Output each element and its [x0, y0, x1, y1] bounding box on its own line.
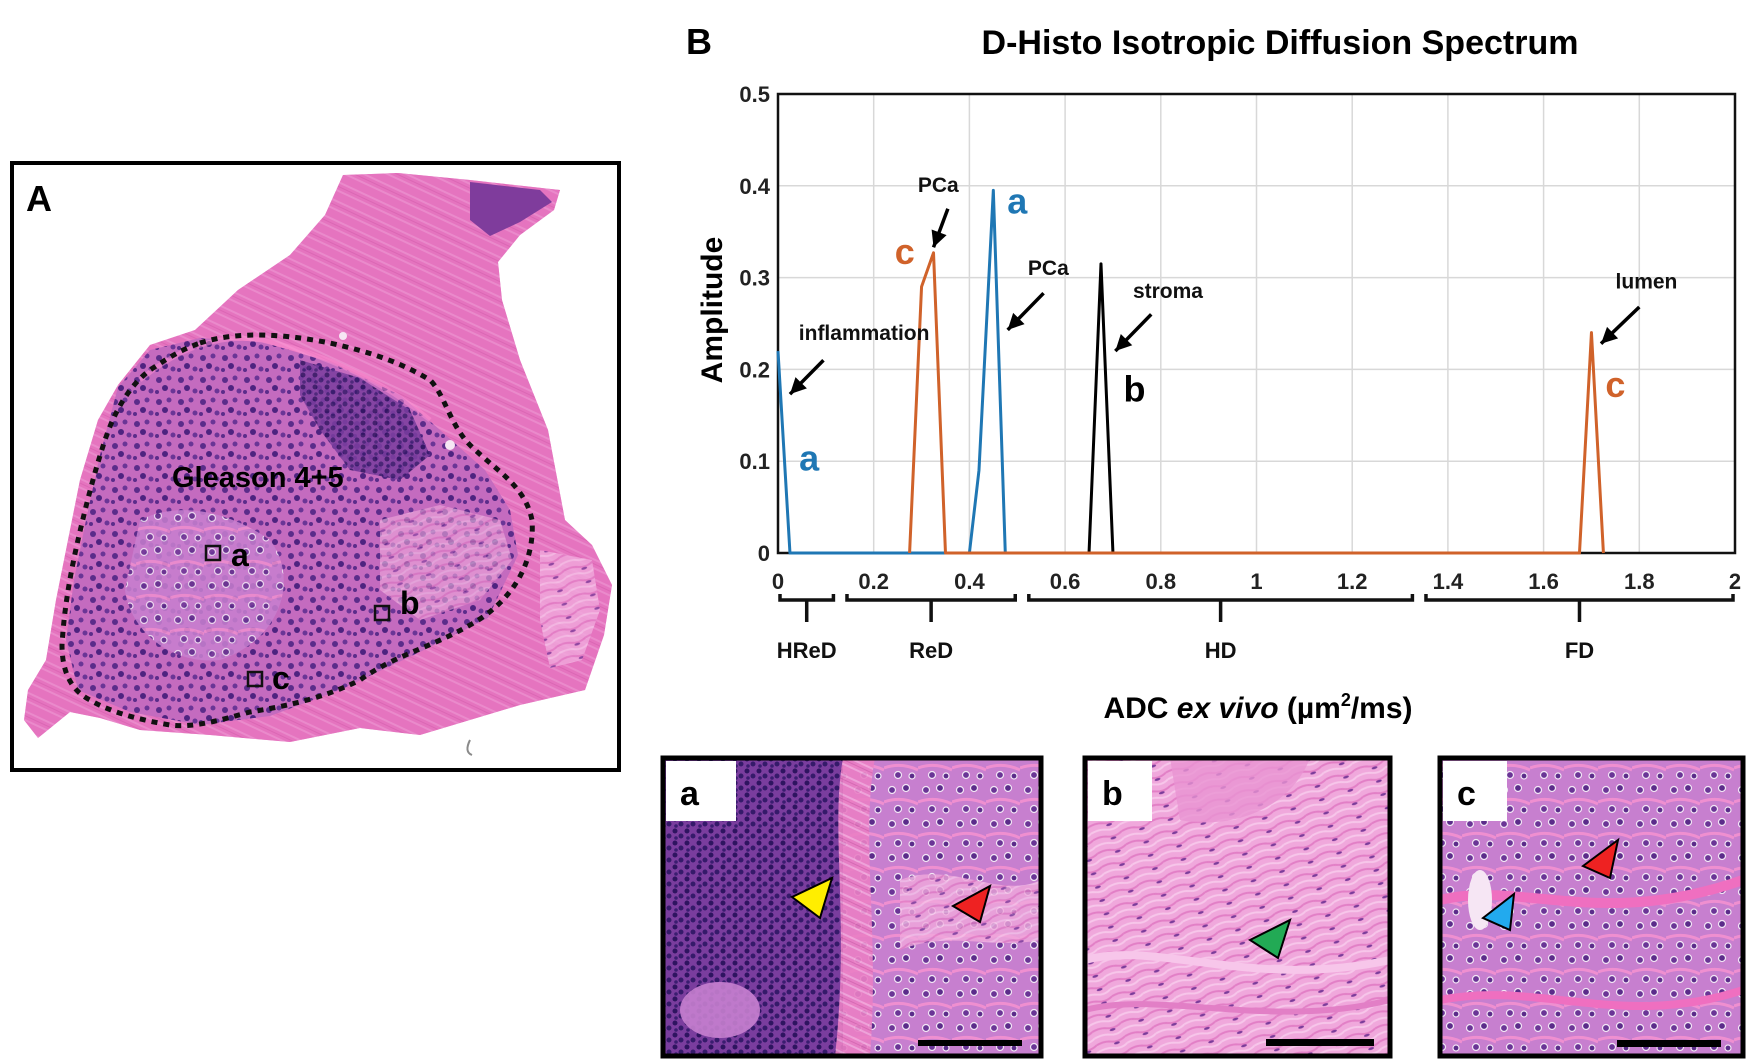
annotation-arrowhead-icon: [931, 229, 947, 248]
gleason-label: Gleason 4+5: [172, 462, 344, 494]
y-tick-label: 0.1: [739, 449, 770, 474]
x-tick-label: 1: [1250, 569, 1262, 594]
inset-a: a: [660, 755, 1044, 1059]
roi-label-b: b: [400, 585, 420, 621]
panel-b: B D-Histo Isotropic Diffusion Spectrum 0…: [686, 21, 1741, 725]
diffusion-spectrum-chart: 0 0.1 0.2 0.3 0.4 0.5 0 0.2 0.4 0.6 0.8 1 1.2 1.4 1.6…: [739, 82, 1741, 663]
x-tick-label: 1.2: [1337, 569, 1368, 594]
x-axis-label: ADC ex vivo (µm2/ms): [1103, 690, 1412, 725]
inset-b-label: b: [1102, 775, 1123, 813]
x-tick-label: 0.2: [858, 569, 889, 594]
annotation-label: stroma: [1133, 280, 1203, 303]
roi-label-c: c: [272, 660, 290, 696]
annotation-label: PCa: [1028, 257, 1069, 280]
x-axis-label-italic: ex vivo: [1177, 692, 1279, 725]
red-arrowhead-icon: [950, 884, 992, 924]
green-arrowhead-icon: [1247, 918, 1292, 960]
blue-arrowhead-icon: [1481, 891, 1516, 932]
region-bracket: [1027, 594, 1415, 622]
x-axis-label-unit-end: /ms): [1351, 692, 1413, 725]
tumor-outline: [59, 332, 535, 729]
region-bracket: [845, 594, 1017, 622]
annotation-arrowhead-icon: [1115, 334, 1133, 352]
annotation-arrowhead-icon: [789, 377, 807, 395]
x-tick-label: 1.8: [1624, 569, 1655, 594]
inset-a-frame: [660, 755, 1044, 1059]
panel-b-letter: B: [686, 21, 712, 62]
region-bracket: [778, 594, 836, 622]
curve-label-c: c: [1605, 364, 1625, 405]
roi-box-a: [204, 544, 222, 562]
inset-a-label: a: [680, 775, 700, 813]
region-label: ReD: [909, 638, 953, 663]
curve-label-b: b: [1123, 369, 1145, 410]
inset-b-scale-bar: [1266, 1039, 1374, 1046]
y-tick-label: 0: [758, 541, 770, 566]
y-tick-label: 0.5: [739, 82, 770, 107]
inset-c-label: c: [1457, 775, 1476, 813]
annotation-label: inflammation: [799, 322, 930, 345]
diffusion-regions: HReD ReD HD FD: [777, 594, 1735, 663]
curve-labels: a a c c b: [799, 180, 1625, 478]
region-label: FD: [1565, 638, 1594, 663]
y-tick-label: 0.4: [739, 174, 770, 199]
curve-label-a: a: [1007, 180, 1028, 221]
panel-a: A Gleason 4+5 a b c: [10, 161, 621, 772]
red-arrowhead-icon: [1581, 837, 1620, 880]
inset-a-label-box: [666, 761, 736, 821]
x-tick-label: 1.4: [1433, 569, 1464, 594]
roi-box-b: [373, 604, 391, 622]
y-tick-labels: 0 0.1 0.2 0.3 0.4 0.5: [739, 82, 770, 566]
x-tick-labels: 0 0.2 0.4 0.6 0.8 1 1.2 1.4 1.6 1.8 2: [772, 569, 1741, 594]
chart-series: [776, 188, 1605, 555]
inset-b-label-box: [1088, 761, 1152, 821]
region-label: HReD: [777, 638, 837, 663]
y-tick-label: 0.2: [739, 357, 770, 382]
inset-c-frame: [1437, 755, 1746, 1059]
annotation-label: lumen: [1616, 271, 1678, 294]
x-tick-label: 1.6: [1528, 569, 1559, 594]
x-tick-label: 2: [1729, 569, 1741, 594]
yellow-arrowhead-icon: [790, 876, 834, 920]
inset-c-label-box: [1443, 761, 1507, 821]
annotation-label: PCa: [918, 174, 959, 197]
inset-c: c: [1437, 755, 1746, 1059]
roi-label-a: a: [231, 537, 249, 573]
series-line-a: [776, 188, 1007, 555]
x-axis-label-prefix: ADC: [1103, 692, 1176, 725]
chart-annotations: inflammation PCa PCa stroma lumen: [788, 174, 1678, 396]
x-axis-label-unit: (µm: [1279, 692, 1341, 725]
x-tick-label: 0.4: [954, 569, 985, 594]
y-tick-label: 0.3: [739, 266, 770, 291]
x-tick-label: 0: [772, 569, 784, 594]
region-label: HD: [1205, 638, 1237, 663]
annotation-arrowhead-icon: [1601, 326, 1619, 344]
inset-b: b: [1082, 755, 1393, 1059]
chart-title: D-Histo Isotropic Diffusion Spectrum: [982, 24, 1579, 62]
series-line-c: [908, 251, 1605, 555]
x-tick-label: 0.8: [1146, 569, 1177, 594]
annotation-arrowhead-icon: [1007, 312, 1025, 330]
panel-a-letter: A: [26, 178, 52, 219]
curve-label-c: c: [895, 231, 915, 272]
tissue-section-image: [24, 173, 612, 756]
inset-b-frame: [1082, 755, 1393, 1059]
x-tick-label: 0.6: [1050, 569, 1081, 594]
inset-a-scale-bar: [918, 1040, 1022, 1046]
region-bracket: [1424, 594, 1735, 622]
inset-c-scale-bar: [1617, 1040, 1721, 1047]
series-line-b: [1087, 262, 1115, 554]
y-axis-label: Amplitude: [696, 237, 729, 384]
curve-label-a: a: [799, 437, 820, 478]
x-axis-label-sup: 2: [1341, 690, 1351, 710]
roi-box-c: [246, 670, 264, 688]
